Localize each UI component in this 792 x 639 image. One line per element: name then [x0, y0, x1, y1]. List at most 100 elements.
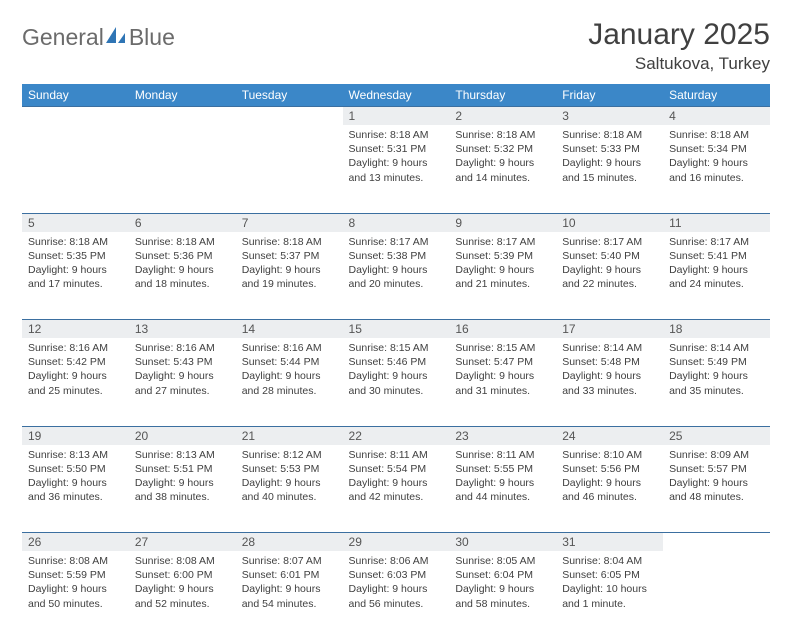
day-detail: Sunrise: 8:18 AMSunset: 5:35 PMDaylight:… [22, 232, 129, 320]
day-number: 3 [556, 107, 663, 126]
daylight-line: Daylight: 9 hours and 22 minutes. [562, 263, 657, 291]
header: General Blue January 2025 Saltukova, Tur… [22, 18, 770, 74]
sunrise-line: Sunrise: 8:08 AM [135, 554, 230, 568]
day-number: 7 [236, 213, 343, 232]
day-number: 31 [556, 533, 663, 552]
day-detail: Sunrise: 8:14 AMSunset: 5:49 PMDaylight:… [663, 338, 770, 426]
daylight-line: Daylight: 9 hours and 27 minutes. [135, 369, 230, 397]
day-detail: Sunrise: 8:11 AMSunset: 5:55 PMDaylight:… [449, 445, 556, 533]
day-detail-row: Sunrise: 8:16 AMSunset: 5:42 PMDaylight:… [22, 338, 770, 426]
day-number: 4 [663, 107, 770, 126]
daylight-line: Daylight: 9 hours and 19 minutes. [242, 263, 337, 291]
day-number-row: 19202122232425 [22, 426, 770, 445]
location-subtitle: Saltukova, Turkey [588, 54, 770, 74]
sunset-line: Sunset: 6:05 PM [562, 568, 657, 582]
empty-cell [129, 107, 236, 126]
sunset-line: Sunset: 5:35 PM [28, 249, 123, 263]
day-detail: Sunrise: 8:11 AMSunset: 5:54 PMDaylight:… [343, 445, 450, 533]
day-detail: Sunrise: 8:15 AMSunset: 5:47 PMDaylight:… [449, 338, 556, 426]
sunset-line: Sunset: 5:38 PM [349, 249, 444, 263]
day-number: 11 [663, 213, 770, 232]
daylight-line: Daylight: 9 hours and 56 minutes. [349, 582, 444, 610]
sunrise-line: Sunrise: 8:15 AM [455, 341, 550, 355]
day-number: 2 [449, 107, 556, 126]
day-detail-row: Sunrise: 8:18 AMSunset: 5:31 PMDaylight:… [22, 125, 770, 213]
daylight-line: Daylight: 9 hours and 50 minutes. [28, 582, 123, 610]
day-detail: Sunrise: 8:13 AMSunset: 5:51 PMDaylight:… [129, 445, 236, 533]
daylight-line: Daylight: 9 hours and 40 minutes. [242, 476, 337, 504]
sunrise-line: Sunrise: 8:16 AM [28, 341, 123, 355]
day-number: 8 [343, 213, 450, 232]
daylight-line: Daylight: 9 hours and 30 minutes. [349, 369, 444, 397]
sunset-line: Sunset: 5:50 PM [28, 462, 123, 476]
daylight-line: Daylight: 9 hours and 35 minutes. [669, 369, 764, 397]
sunrise-line: Sunrise: 8:17 AM [455, 235, 550, 249]
sunset-line: Sunset: 5:54 PM [349, 462, 444, 476]
sunset-line: Sunset: 5:56 PM [562, 462, 657, 476]
day-number: 27 [129, 533, 236, 552]
day-number: 10 [556, 213, 663, 232]
day-detail-row: Sunrise: 8:18 AMSunset: 5:35 PM Daylight:… [22, 232, 770, 320]
day-number: 12 [22, 320, 129, 339]
day-detail: Sunrise: 8:18 AMSunset: 5:33 PMDaylight:… [556, 125, 663, 213]
day-number: 9 [449, 213, 556, 232]
empty-cell [129, 125, 236, 213]
daylight-line: Daylight: 9 hours and 24 minutes. [669, 263, 764, 291]
day-number: 17 [556, 320, 663, 339]
sunrise-line: Sunrise: 8:16 AM [242, 341, 337, 355]
daylight-line: Daylight: 9 hours and 20 minutes. [349, 263, 444, 291]
sunset-line: Sunset: 5:51 PM [135, 462, 230, 476]
title-block: January 2025 Saltukova, Turkey [588, 18, 770, 74]
sunrise-line: Sunrise: 8:11 AM [455, 448, 550, 462]
daylight-line: Daylight: 9 hours and 36 minutes. [28, 476, 123, 504]
sunset-line: Sunset: 5:39 PM [455, 249, 550, 263]
daylight-line: Daylight: 9 hours and 25 minutes. [28, 369, 123, 397]
day-number: 28 [236, 533, 343, 552]
day-detail: Sunrise: 8:18 AMSunset: 5:36 PMDaylight:… [129, 232, 236, 320]
sunrise-line: Sunrise: 8:18 AM [455, 128, 550, 142]
sunrise-line: Sunrise: 8:17 AM [562, 235, 657, 249]
day-detail-row: Sunrise: 8:13 AMSunset: 5:50 PMDaylight:… [22, 445, 770, 533]
day-number: 5 [22, 213, 129, 232]
day-number: 1 [343, 107, 450, 126]
day-number: 6 [129, 213, 236, 232]
day-number: 25 [663, 426, 770, 445]
day-detail: Sunrise: 8:16 AMSunset: 5:44 PMDaylight:… [236, 338, 343, 426]
daylight-line: Daylight: 9 hours and 33 minutes. [562, 369, 657, 397]
sunrise-line: Sunrise: 8:08 AM [28, 554, 123, 568]
empty-cell [236, 107, 343, 126]
logo: General Blue [22, 18, 175, 51]
day-detail: Sunrise: 8:10 AMSunset: 5:56 PMDaylight:… [556, 445, 663, 533]
day-detail: Sunrise: 8:08 AMSunset: 5:59 PMDaylight:… [22, 551, 129, 639]
weekday-header: Saturday [663, 84, 770, 107]
day-number: 30 [449, 533, 556, 552]
sunset-line: Sunset: 5:31 PM [349, 142, 444, 156]
day-detail: Sunrise: 8:17 AMSunset: 5:38 PMDaylight:… [343, 232, 450, 320]
day-number: 24 [556, 426, 663, 445]
sunset-line: Sunset: 6:01 PM [242, 568, 337, 582]
empty-cell [663, 551, 770, 639]
daylight-line: Daylight: 9 hours and 52 minutes. [135, 582, 230, 610]
day-number: 15 [343, 320, 450, 339]
day-detail: Sunrise: 8:15 AMSunset: 5:46 PMDaylight:… [343, 338, 450, 426]
day-number: 18 [663, 320, 770, 339]
day-number: 14 [236, 320, 343, 339]
day-detail: Sunrise: 8:17 AMSunset: 5:39 PMDaylight:… [449, 232, 556, 320]
page-title: January 2025 [588, 18, 770, 52]
sunset-line: Sunset: 5:53 PM [242, 462, 337, 476]
day-detail: Sunrise: 8:09 AMSunset: 5:57 PMDaylight:… [663, 445, 770, 533]
day-number: 29 [343, 533, 450, 552]
daylight-line: Daylight: 9 hours and 44 minutes. [455, 476, 550, 504]
day-number-row: 567891011 [22, 213, 770, 232]
day-number: 26 [22, 533, 129, 552]
calendar-table: SundayMondayTuesdayWednesdayThursdayFrid… [22, 84, 770, 639]
sunrise-line: Sunrise: 8:13 AM [28, 448, 123, 462]
sunset-line: Sunset: 5:40 PM [562, 249, 657, 263]
day-detail: Sunrise: 8:17 AMSunset: 5:41 PMDaylight:… [663, 232, 770, 320]
day-number: 20 [129, 426, 236, 445]
sunrise-line: Sunrise: 8:18 AM [28, 235, 123, 249]
logo-text-2: Blue [129, 24, 175, 51]
sunset-line: Sunset: 5:55 PM [455, 462, 550, 476]
sunrise-line: Sunrise: 8:09 AM [669, 448, 764, 462]
sunset-line: Sunset: 6:03 PM [349, 568, 444, 582]
